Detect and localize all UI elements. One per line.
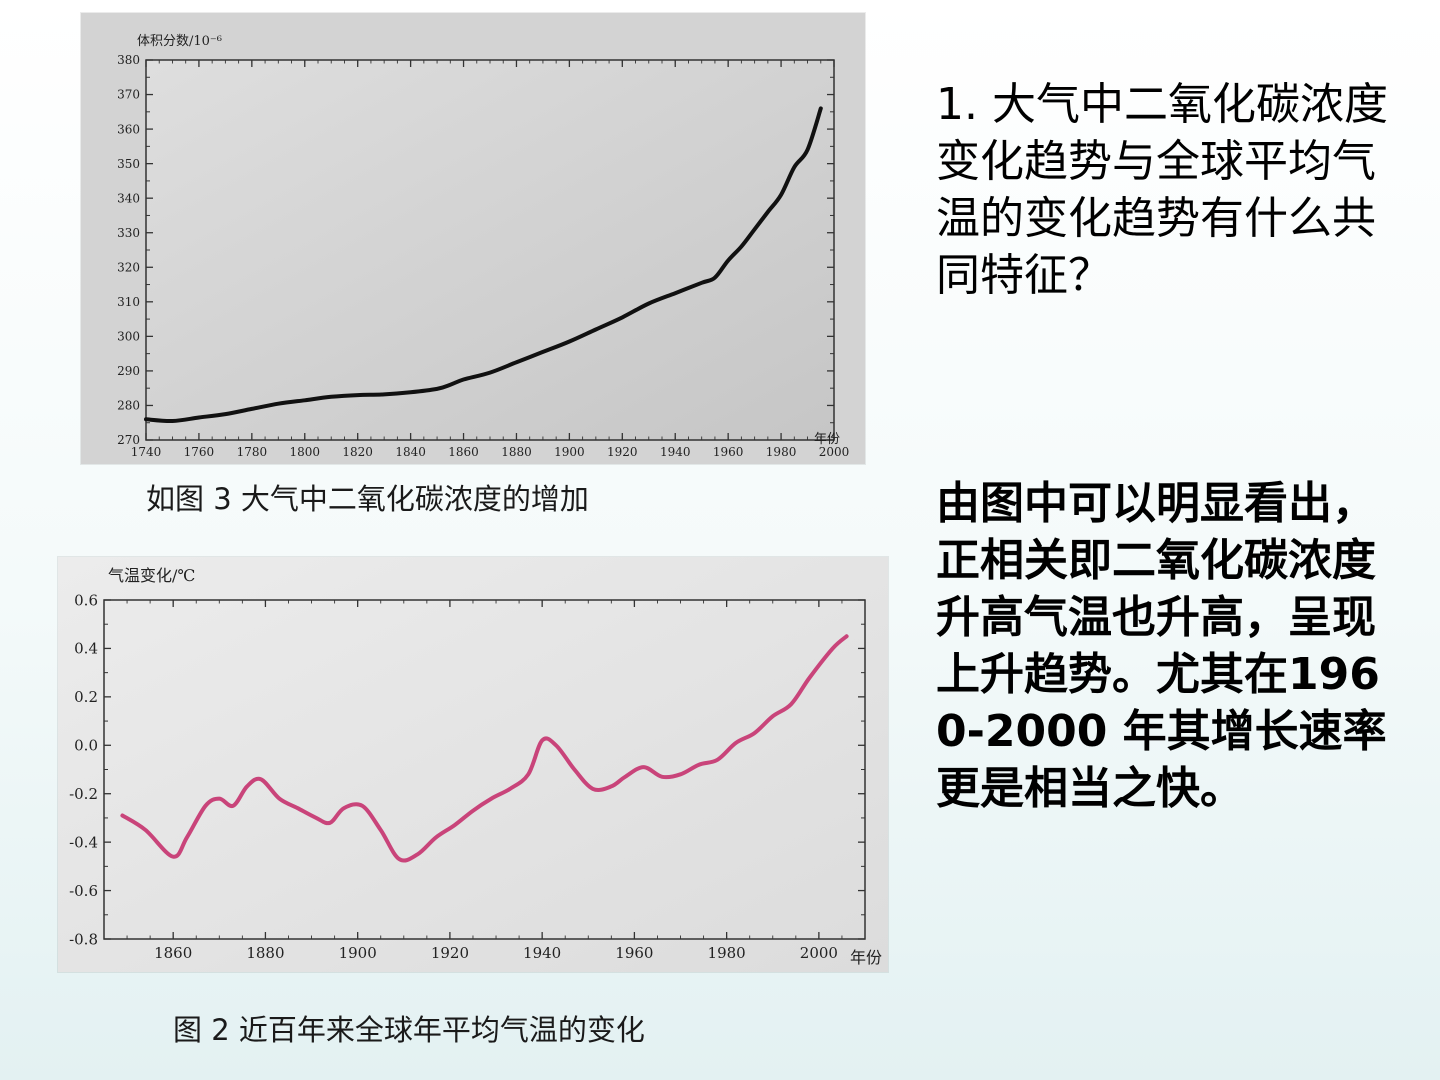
co2-x-tick-label: 1880 xyxy=(501,445,532,459)
temp-y-tick-label: -0.2 xyxy=(69,785,98,803)
temp-x-tick-label: 2000 xyxy=(800,944,838,962)
question-text: 1. 大气中二氧化碳浓度变化趋势与全球平均气温的变化趋势有什么共同特征？ xyxy=(936,79,1388,301)
co2-x-tick-label: 1960 xyxy=(713,445,744,459)
temp-x-tick-label: 1860 xyxy=(154,944,192,962)
co2-x-tick-label: 1740 xyxy=(131,445,162,459)
temp-y-tick-label: -0.6 xyxy=(69,882,98,900)
temp-y-tick-label: -0.4 xyxy=(69,833,98,851)
temp-x-axis-label: 年份 xyxy=(850,948,882,967)
answer-text: 由图中可以明显看出，正相关即二氧化碳浓度升高气温也升高，呈现上升趋势。尤其在19… xyxy=(936,478,1387,814)
co2-x-tick-label: 1900 xyxy=(554,445,585,459)
co2-plot-bg xyxy=(146,60,834,440)
temp-x-tick-label: 1960 xyxy=(615,944,653,962)
temp-y-tick-label: 0.4 xyxy=(74,640,98,658)
temp-chart-caption: 图 2 近百年来全球年平均气温的变化 xyxy=(173,1013,645,1047)
temp-x-tick-label: 1900 xyxy=(339,944,377,962)
co2-y-tick-label: 340 xyxy=(117,191,140,205)
co2-x-tick-label: 1820 xyxy=(342,445,373,459)
co2-y-tick-label: 310 xyxy=(117,295,140,309)
temp-ticks: 0.6 0.4 0.2 0.0 -0.2 -0.4 -0.6 -0.8 1860 1880 1900… xyxy=(69,591,866,962)
co2-y-tick-label: 300 xyxy=(117,330,140,344)
temperature-change-chart: 0.6 0.4 0.2 0.0 -0.2 -0.4 -0.6 -0.8 1860 1880 1900… xyxy=(58,557,888,972)
co2-x-tick-label: 1920 xyxy=(607,445,638,459)
temp-y-tick-label: 0.0 xyxy=(74,737,98,755)
co2-y-tick-label: 330 xyxy=(117,226,140,240)
co2-y-tick-label: 350 xyxy=(117,157,140,171)
co2-x-tick-label: 2000 xyxy=(819,445,850,459)
co2-chart-svg: 270 280 290 300 310 320 330 340 350 360 370 380 1740… xyxy=(81,13,865,464)
co2-y-axis-label: 体积分数/10⁻⁶ xyxy=(137,34,222,49)
temp-x-tick-label: 1940 xyxy=(523,944,561,962)
co2-x-tick-label: 1940 xyxy=(660,445,691,459)
co2-ticks: 270 280 290 300 310 320 330 340 350 360 370 380 1740… xyxy=(117,53,849,459)
temp-y-axis-label: 气温变化/℃ xyxy=(108,566,195,585)
co2-chart-caption: 如图 3 大气中二氧化碳浓度的增加 xyxy=(146,482,589,516)
co2-y-tick-label: 380 xyxy=(117,53,140,67)
co2-x-tick-label: 1980 xyxy=(766,445,797,459)
co2-x-tick-label: 1780 xyxy=(237,445,268,459)
co2-y-tick-label: 290 xyxy=(117,364,140,378)
co2-y-tick-label: 270 xyxy=(117,433,140,447)
co2-y-tick-label: 360 xyxy=(117,122,140,136)
temp-x-tick-label: 1920 xyxy=(431,944,469,962)
co2-y-tick-label: 280 xyxy=(117,399,140,413)
temp-series-line xyxy=(120,634,849,863)
temp-y-tick-label: -0.8 xyxy=(69,930,98,948)
co2-y-tick-label: 320 xyxy=(117,260,140,274)
temp-y-tick-label: 0.6 xyxy=(74,591,98,609)
co2-x-tick-label: 1760 xyxy=(184,445,215,459)
temp-y-tick-label: 0.2 xyxy=(74,688,98,706)
co2-x-axis-label: 年份 xyxy=(814,432,840,447)
co2-x-tick-label: 1860 xyxy=(448,445,479,459)
co2-x-tick-label: 1840 xyxy=(395,445,426,459)
co2-x-tick-label: 1800 xyxy=(289,445,320,459)
temp-x-tick-label: 1980 xyxy=(708,944,746,962)
co2-y-tick-label: 370 xyxy=(117,88,140,102)
co2-concentration-chart: 270 280 290 300 310 320 330 340 350 360 370 380 1740… xyxy=(81,13,865,464)
temp-x-tick-label: 1880 xyxy=(246,944,284,962)
temp-paper xyxy=(58,557,888,972)
temp-chart-svg: 0.6 0.4 0.2 0.0 -0.2 -0.4 -0.6 -0.8 1860 1880 1900… xyxy=(58,557,888,972)
co2-series-line xyxy=(144,106,823,424)
